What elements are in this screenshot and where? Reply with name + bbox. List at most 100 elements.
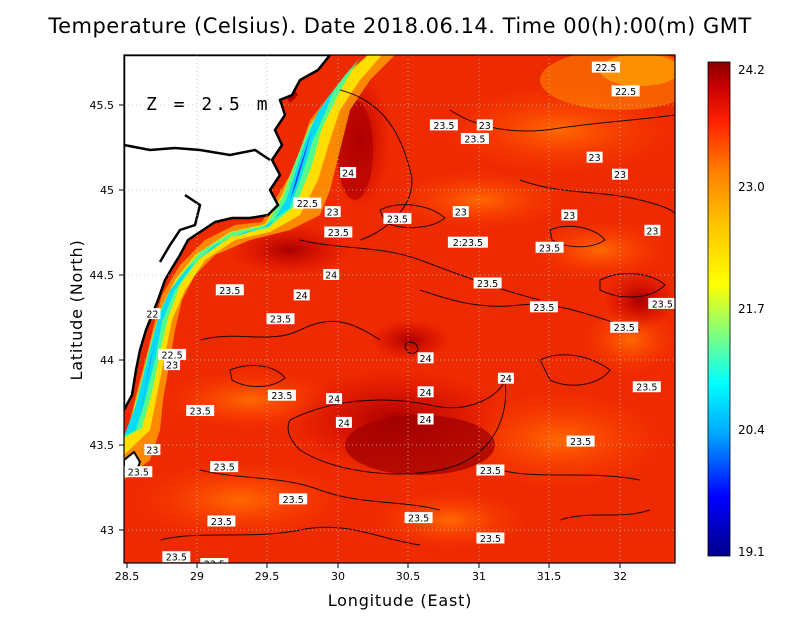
- y-tick-label: 43.5: [90, 439, 115, 452]
- contour-label: 23.5: [279, 493, 308, 506]
- contour-label-text: 23.5: [219, 286, 240, 297]
- contour-label: 24: [497, 372, 514, 385]
- contour-label-text: 23.5: [166, 553, 187, 564]
- contour-label-box: [417, 386, 434, 398]
- contour-label: 24: [323, 269, 340, 282]
- contour-label-box: [293, 289, 310, 301]
- contour-label-box: [404, 512, 433, 524]
- colorbar-tick-label: 23.0: [738, 180, 765, 194]
- contour-label-box: [293, 197, 322, 209]
- y-tick-label: 43: [100, 524, 114, 537]
- colorbar-tick-label: 24.2: [738, 63, 765, 77]
- contour-label: 23.5: [429, 119, 458, 132]
- contour-label-text: 23.5: [128, 468, 149, 479]
- contour-label-box: [200, 558, 229, 563]
- contour-label-box: [144, 308, 161, 320]
- y-tick-label: 44.5: [90, 269, 115, 282]
- contour-label-text: 24: [338, 418, 350, 429]
- contour-label-text: 24: [420, 415, 432, 426]
- contour-label-box: [417, 352, 434, 364]
- contour-label: 23: [144, 444, 161, 457]
- contour-label-text: 23.5: [464, 135, 485, 146]
- contour-label-box: [340, 167, 357, 178]
- contour-label-text: 22.5: [297, 199, 318, 210]
- contour-label-text: 23.5: [433, 121, 454, 132]
- contour-label-box: [417, 413, 434, 425]
- contour-label-text: 24: [328, 395, 340, 406]
- contour-label: 22.5: [611, 85, 640, 98]
- contour-label-text: 23.5: [204, 560, 225, 571]
- contour-label-box: [497, 372, 514, 384]
- contour-label: 23.5: [186, 405, 215, 418]
- contour-label: 23.5: [207, 515, 236, 528]
- contour-label-text: 23.5: [533, 303, 554, 314]
- contour-label-box: [144, 444, 161, 456]
- contour-label-box: [586, 151, 603, 163]
- contour-label-text: 23.5: [271, 391, 292, 402]
- contour-label: 23: [164, 359, 181, 372]
- y-axis-label: Latitude (North): [67, 240, 86, 381]
- contour-label-box: [529, 301, 558, 313]
- contour-label-text: 23.5: [570, 437, 591, 448]
- contour-label: 23.5: [383, 212, 412, 225]
- contour-label-text: 24: [296, 291, 308, 302]
- contour-label: 24: [417, 352, 434, 365]
- contour-label-text: 23: [166, 361, 178, 372]
- contour-label-text: 24: [500, 374, 512, 385]
- colorbar-tick-label: 21.7: [738, 302, 765, 316]
- contour-label-box: [591, 61, 620, 73]
- contour-label-box: [561, 209, 578, 221]
- contour-label-text: 23: [479, 121, 491, 132]
- contour-label-text: 23.5: [480, 466, 501, 477]
- contour-label-box: [476, 119, 493, 131]
- x-tick-label: 29.5: [255, 570, 280, 583]
- contour-label: 23.5: [476, 532, 505, 545]
- map-title: Temperature (Celsius). Date 2018.06.14. …: [48, 14, 752, 38]
- contour-label-text: 23.5: [190, 407, 211, 418]
- contour-label-box: [124, 466, 153, 478]
- contour-label: 23: [324, 206, 341, 219]
- contour-label: 22.5: [293, 197, 322, 210]
- contour-label: 24: [293, 289, 310, 302]
- contour-label-box: [644, 224, 661, 236]
- x-tick-label: 30.5: [396, 570, 421, 583]
- contour-label-text: 23.5: [211, 517, 232, 528]
- contour-label-text: 2:23.5: [453, 238, 483, 249]
- contour-label: 23: [644, 224, 661, 237]
- contour-label-box: [335, 416, 352, 428]
- x-tick-label: 32: [613, 570, 627, 583]
- contour-label-box: [324, 206, 341, 218]
- contour-label: 24: [340, 167, 357, 180]
- contour-label-text: 23: [455, 208, 467, 219]
- temperature-field: [124, 55, 675, 563]
- contour-label: 23: [612, 168, 628, 181]
- contour-label: 23.5: [124, 466, 153, 479]
- contour-label-box: [460, 133, 489, 144]
- contour-label-box: [267, 389, 296, 401]
- contour-label: 24: [335, 416, 352, 429]
- contour-label-box: [612, 168, 628, 180]
- contour-label: 23.5: [610, 321, 639, 334]
- contour-label-box: [383, 212, 412, 224]
- contour-label: 2:23.5: [447, 236, 488, 249]
- contour-label: 23.5: [632, 381, 661, 394]
- contour-label: 23.5: [210, 461, 239, 474]
- contour-label-text: 23.5: [387, 214, 408, 225]
- contour-label-text: 23.5: [270, 315, 291, 326]
- contour-label-text: 23: [589, 153, 601, 164]
- contour-label-box: [186, 405, 215, 416]
- contour-label-text: 22.5: [162, 350, 183, 361]
- contour-label: 23.5: [529, 301, 558, 314]
- colorbar: 24.2 23.0 21.7 20.4 19.1: [707, 61, 765, 559]
- contour-label: 23.5: [215, 284, 244, 297]
- contour-label-text: 24: [325, 271, 337, 282]
- contour-label: 23.5: [324, 226, 353, 239]
- contour-label-text: 23.5: [480, 534, 501, 545]
- contour-label: 23: [452, 206, 469, 219]
- contour-label-text: 24: [342, 169, 354, 180]
- contour-label: 23.5: [267, 389, 296, 402]
- contour-label-text: 22.5: [615, 87, 636, 98]
- contour-label-box: [648, 297, 675, 309]
- contour-label-text: 23.5: [477, 279, 498, 290]
